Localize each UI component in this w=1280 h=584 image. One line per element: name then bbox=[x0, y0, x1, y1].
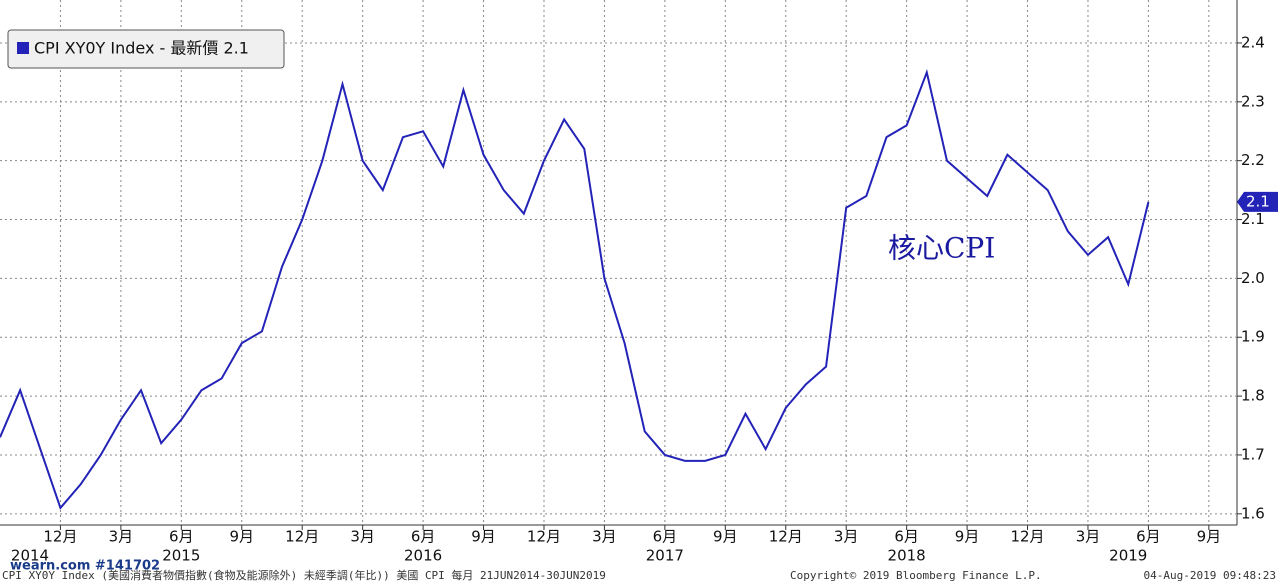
legend-text: CPI XY0Y Index - 最新價 2.1 bbox=[34, 39, 249, 58]
x-tick-label: 9月 bbox=[229, 528, 254, 546]
y-tick-label: 1.9 bbox=[1241, 328, 1265, 346]
y-tick-label: 2.3 bbox=[1241, 92, 1265, 110]
year-label: 2018 bbox=[888, 547, 926, 565]
legend-swatch bbox=[17, 42, 29, 54]
x-tick-label: 12月 bbox=[769, 528, 803, 546]
x-tick-label: 3月 bbox=[592, 528, 617, 546]
x-tick-label: 12月 bbox=[43, 528, 77, 546]
x-tick-label: 6月 bbox=[653, 528, 678, 546]
y-tick-label: 2.2 bbox=[1241, 151, 1265, 169]
y-tick-label: 1.6 bbox=[1241, 504, 1265, 522]
year-label: 2015 bbox=[162, 547, 200, 565]
data-line bbox=[0, 68, 1150, 510]
last-value-label: 2.1 bbox=[1246, 192, 1270, 210]
footer-center: Copyright© 2019 Bloomberg Finance L.P. bbox=[790, 569, 1042, 582]
footer-right: 04-Aug-2019 09:48:23 bbox=[1144, 569, 1276, 582]
year-label: 2014 bbox=[11, 547, 49, 565]
y-tick-label: 1.7 bbox=[1241, 445, 1265, 463]
y-tick-label: 2.4 bbox=[1241, 33, 1265, 51]
x-tick-label: 12月 bbox=[285, 528, 319, 546]
last-value-badge bbox=[1237, 191, 1278, 212]
x-tick-label: 6月 bbox=[1136, 528, 1161, 546]
year-label: 2016 bbox=[404, 547, 442, 565]
x-tick-label: 9月 bbox=[955, 528, 980, 546]
year-label: 2017 bbox=[646, 547, 684, 565]
x-tick-label: 6月 bbox=[411, 528, 436, 546]
year-label: 2019 bbox=[1109, 547, 1147, 565]
x-tick-label: 6月 bbox=[894, 528, 919, 546]
x-tick-label: 3月 bbox=[834, 528, 859, 546]
x-tick-label: 12月 bbox=[527, 528, 561, 546]
x-tick-label: 12月 bbox=[1010, 528, 1044, 546]
x-tick-label: 9月 bbox=[1197, 528, 1222, 546]
x-tick-label: 6月 bbox=[169, 528, 194, 546]
x-tick-label: 3月 bbox=[1076, 528, 1101, 546]
annotation: 核心CPI bbox=[888, 232, 995, 265]
x-tick-label: 3月 bbox=[109, 528, 134, 546]
x-tick-label: 3月 bbox=[350, 528, 375, 546]
y-tick-label: 2.1 bbox=[1241, 210, 1265, 228]
footer-left: CPI XY0Y Index (美國消費者物價指數(食物及能源除外) 未經季調(… bbox=[2, 568, 606, 582]
y-tick-label: 1.8 bbox=[1241, 387, 1265, 405]
x-tick-label: 9月 bbox=[713, 528, 738, 546]
x-tick-label: 9月 bbox=[471, 528, 496, 546]
legend-box bbox=[7, 29, 285, 69]
watermark: wearn.com #141702 bbox=[10, 559, 160, 574]
y-tick-label: 2.0 bbox=[1241, 269, 1265, 287]
